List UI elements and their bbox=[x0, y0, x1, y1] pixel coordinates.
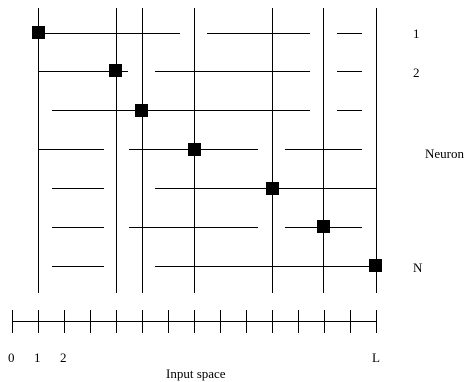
neuron-marker bbox=[135, 104, 148, 117]
axis-ticks bbox=[12, 310, 377, 333]
axis-tick-label: 2 bbox=[60, 350, 67, 365]
neuron-marker bbox=[188, 143, 201, 156]
axis-title: Input space bbox=[166, 366, 226, 381]
neuron-marker bbox=[266, 182, 279, 195]
neuron-marker bbox=[317, 220, 330, 233]
row-label-second: 2 bbox=[413, 65, 420, 80]
axis-tick-label: 0 bbox=[8, 350, 15, 365]
input-space-axis bbox=[12, 310, 377, 333]
vertical-lines bbox=[38, 8, 377, 293]
neuron-markers bbox=[32, 26, 382, 272]
neuron-marker bbox=[109, 64, 122, 77]
row-label-middle: Neuron bbox=[425, 146, 464, 161]
neuron-marker bbox=[32, 26, 45, 39]
axis-tick-label: L bbox=[372, 350, 380, 365]
row-segments bbox=[38, 33, 376, 267]
axis-tick-label: 1 bbox=[34, 350, 41, 365]
row-label-last: N bbox=[413, 260, 423, 275]
row-label-first: 1 bbox=[413, 26, 420, 41]
neuron-marker bbox=[369, 259, 382, 272]
